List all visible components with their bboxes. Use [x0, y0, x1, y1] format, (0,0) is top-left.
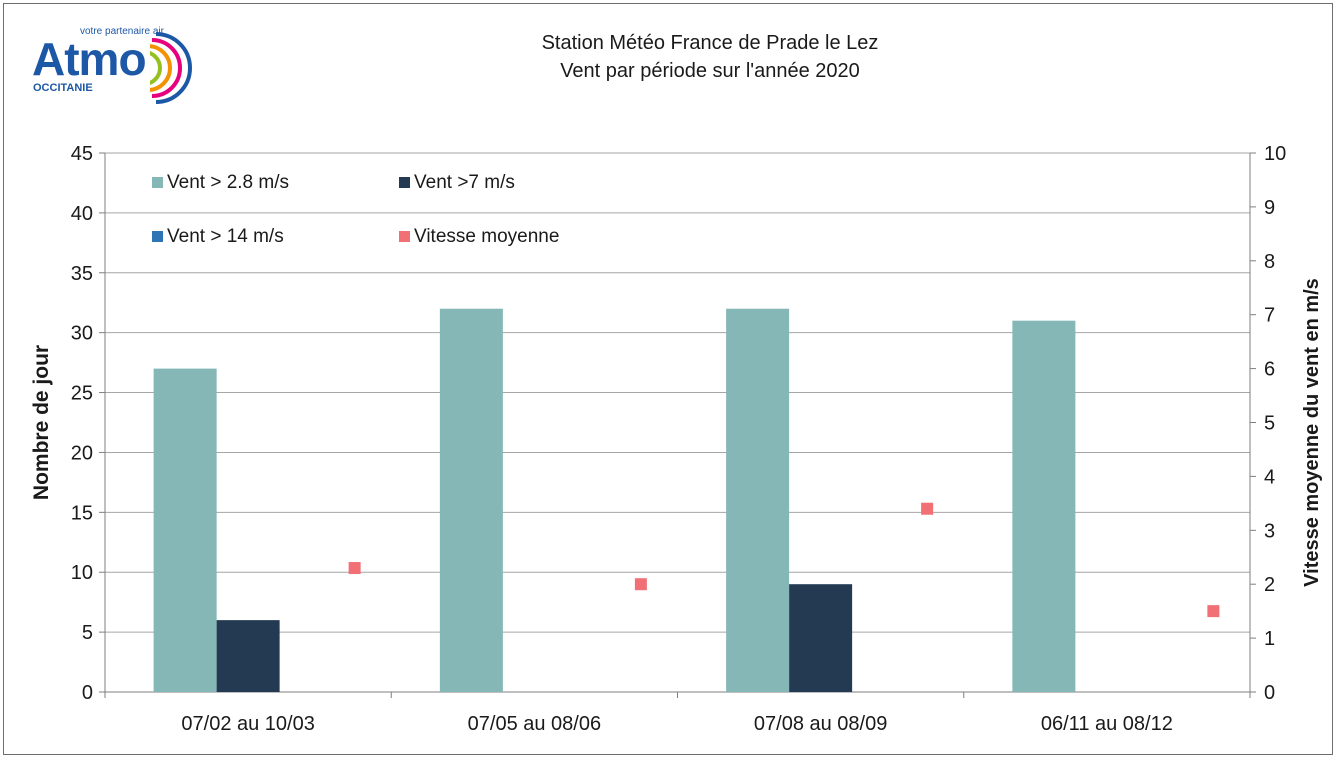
scatter-point [634, 578, 647, 591]
y-tick-label: 10 [71, 562, 93, 584]
chart-title: Station Météo France de Prade le Lez [541, 32, 879, 54]
y2-tick-label: 5 [1264, 413, 1275, 435]
y2-tick-label: 10 [1264, 143, 1286, 165]
y2-tick-label: 9 [1264, 197, 1275, 219]
y-tick-label: 5 [82, 622, 93, 644]
y-axis-label: Nombre de jour [30, 345, 53, 500]
y2-tick-label: 7 [1264, 305, 1275, 327]
y-tick-label: 35 [71, 263, 93, 285]
legend-label: Vent >7 m/s [414, 172, 515, 193]
y2-tick-label: 2 [1264, 574, 1275, 596]
y2-tick-label: 6 [1264, 359, 1275, 381]
x-tick-label: 07/05 au 08/06 [468, 713, 601, 735]
x-tick-label: 06/11 au 08/12 [1041, 713, 1173, 735]
logo-region: OCCITANIE [33, 82, 93, 94]
y2-tick-label: 4 [1264, 466, 1275, 488]
y-tick-label: 20 [71, 442, 93, 464]
legend-swatch [399, 231, 410, 242]
bar [216, 620, 280, 692]
legend-label: Vent > 14 m/s [167, 226, 284, 247]
y2-axis-label: Vitesse moyenne du vent en m/s [1301, 278, 1323, 587]
logo-wordmark: Atmo [32, 33, 147, 85]
bar [439, 308, 503, 692]
bar [1012, 320, 1076, 692]
bar [153, 368, 217, 692]
legend-swatch [399, 177, 410, 188]
logo-tagline: votre partenaire air [80, 26, 164, 37]
y-tick-label: 30 [71, 323, 93, 345]
y2-tick-label: 1 [1264, 628, 1275, 650]
bar [789, 584, 853, 692]
y2-tick-label: 8 [1264, 251, 1275, 273]
scatter-point [1207, 605, 1220, 618]
y-tick-label: 0 [82, 682, 93, 704]
y2-tick-label: 0 [1264, 682, 1275, 704]
y2-tick-label: 3 [1264, 520, 1275, 542]
legend-swatch [152, 177, 163, 188]
logo-arc-icon [150, 32, 192, 104]
y-tick-label: 25 [71, 383, 93, 405]
x-tick-label: 07/08 au 08/09 [754, 713, 887, 735]
bar [726, 308, 790, 692]
atmo-logo: votre partenaire air Atmo OCCITANIE [30, 24, 200, 108]
scatter-point [921, 502, 934, 515]
scatter-point [348, 562, 361, 575]
chart-subtitle: Vent par période sur l'année 2020 [560, 60, 860, 82]
y-tick-label: 15 [71, 502, 93, 524]
y-tick-label: 40 [71, 203, 93, 225]
legend-swatch [152, 231, 163, 242]
legend-label: Vent > 2.8 m/s [167, 172, 289, 193]
chart-title-block: Station Météo France de Prade le Lez Ven… [330, 29, 1090, 85]
x-tick-label: 07/02 au 10/03 [181, 713, 314, 735]
legend-label: Vitesse moyenne [414, 226, 559, 247]
y-tick-label: 45 [71, 143, 93, 165]
